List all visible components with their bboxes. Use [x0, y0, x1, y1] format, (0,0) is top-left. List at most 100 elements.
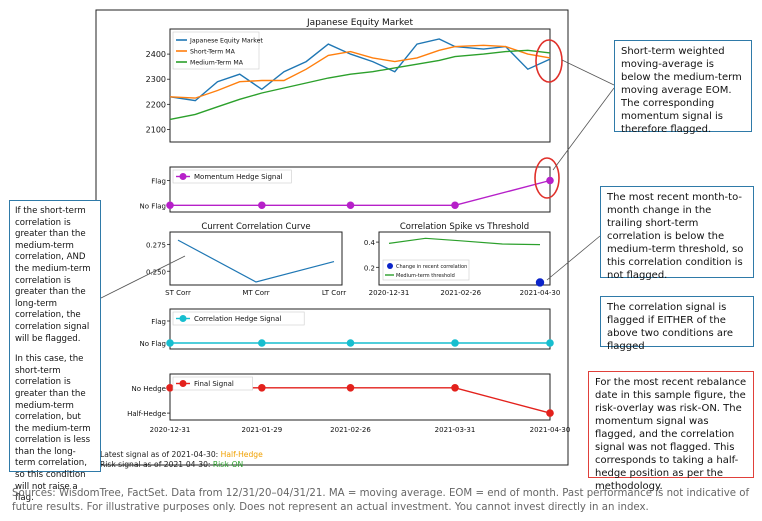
final-signal-axes-frame	[169, 373, 551, 421]
spike-callout-text: The most recent month-to-month change in…	[607, 192, 744, 281]
correlation-signal-marker	[346, 339, 355, 347]
final-signal-y-tick-label: No Hedge	[131, 385, 166, 393]
final-signal-panel: Half-Hedge No Hedge Final Signal 2020-12-31…	[127, 373, 571, 434]
figure-frame	[95, 9, 569, 466]
momentum-marker	[258, 201, 266, 210]
final-signal-legend-label: Final Signal	[194, 380, 234, 388]
spike-title: Correlation Spike vs Threshold	[400, 222, 529, 232]
correlation-signal-legend: Correlation Hedge Signal	[172, 311, 305, 326]
equity-legend-label: Medium-Term MA	[190, 60, 244, 67]
final-signal-legend-box	[172, 376, 253, 391]
momentum-y-tick-label: No Flag	[140, 202, 166, 210]
momentum-legend-swatch-marker	[179, 173, 187, 180]
equity-y-tick-label: 2400	[146, 50, 166, 59]
spike-change-point	[535, 278, 545, 287]
final-signal-marker	[258, 384, 266, 392]
highlight-circle-momentum	[534, 157, 560, 199]
final-callout: For the most recent rebalance date in th…	[588, 371, 754, 492]
correlation-signal-panel: No Flag Flag Correlation Hedge Signal	[140, 308, 554, 350]
equity-axes-frame	[169, 28, 551, 143]
correlation-signal-legend-label: Correlation Hedge Signal	[194, 315, 281, 323]
correlation-signal-y-tick-label: Flag	[151, 318, 166, 326]
spike-y-tick-label: 0.4	[364, 239, 376, 247]
equity-legend-label: Short-Term MA	[190, 49, 236, 56]
corr-curve-axes-frame	[169, 231, 343, 286]
correlation-signal-marker	[546, 339, 554, 347]
spike-y-tick-label: 0.2	[364, 264, 375, 272]
equity-legend: Japanese Equity Market Short-Term MA Mediu…	[172, 31, 263, 70]
equity-panel: Japanese Equity Market 2100 2200 2300 2400 Ja…	[146, 18, 551, 143]
final-x-tick-label: 2021-04-30	[530, 426, 571, 434]
corr-curve-x-tick-label: LT Corr	[322, 289, 346, 297]
spike-x-tick-label: 2020-12-31	[369, 289, 410, 297]
either-callout-text: The correlation signal is flagged if EIT…	[607, 302, 734, 352]
final-callout-text: For the most recent rebalance date in th…	[595, 377, 747, 492]
highlight-circle-equity	[535, 39, 563, 83]
momentum-panel: No Flag Flag Momentum Hedge Signal	[140, 166, 554, 213]
spike-legend: Change in recent correlation Medium-term …	[382, 259, 470, 281]
final-x-tick-label: 2021-03-31	[435, 426, 476, 434]
final-x-tick-label: 2020-12-31	[150, 426, 191, 434]
correlation-signal-marker	[451, 339, 459, 347]
correlation-signal-legend-box	[172, 311, 305, 326]
annotation-layer	[100, 39, 615, 299]
either-callout: The correlation signal is flagged if EIT…	[600, 296, 754, 352]
correlation-signal-axes-frame	[169, 308, 551, 350]
spike-legend-box	[382, 259, 470, 281]
sources-footnote: Sources: WisdomTree, FactSet. Data from …	[12, 488, 750, 513]
momentum-legend-label: Momentum Hedge Signal	[194, 173, 283, 181]
corr-curve-x-tick-label: MT Corr	[242, 289, 269, 297]
momentum-legend: Momentum Hedge Signal	[172, 169, 292, 184]
chart-panels: Japanese Equity Market 2100 2200 2300 2400 Ja…	[127, 18, 570, 434]
leader-line-correlation-rule	[100, 255, 186, 299]
latest-signal-line: Latest signal as of 2021-04-30: Half-Hed…	[100, 450, 263, 460]
equity-y-tick-label: 2200	[146, 100, 166, 109]
momentum-marker	[451, 201, 459, 210]
corr-curve-x-tick-label: ST Corr	[165, 289, 191, 297]
risk-signal-line: Risk signal as of 2021-04-30: Risk-ON	[100, 460, 263, 470]
momentum-axes-frame	[169, 166, 551, 213]
corr-curve-line	[177, 239, 335, 283]
spike-axes-frame	[378, 231, 551, 286]
final-x-tick-label: 2021-02-26	[330, 426, 371, 434]
correlation-case-text: In this case, the short-term correlation…	[15, 354, 91, 504]
risk-signal-value: Risk-ON	[212, 460, 244, 469]
corr-curve-title: Current Correlation Curve	[201, 222, 310, 232]
equity-legend-box	[172, 31, 260, 70]
momentum-marker	[346, 201, 355, 210]
equity-legend-label: Japanese Equity Market	[189, 38, 263, 45]
final-x-tick-label: 2021-01-29	[241, 426, 282, 434]
momentum-legend-box	[172, 169, 292, 184]
signal-status: Latest signal as of 2021-04-30: Half-Hed…	[100, 450, 263, 470]
correlation-signal-y-tick-label: No Flag	[140, 340, 166, 348]
spike-x-tick-label: 2021-02-26	[440, 289, 481, 297]
spike-legend-label: Change in recent correlation	[396, 264, 467, 270]
latest-signal-label: Latest signal as of 2021-04-30:	[100, 450, 221, 459]
equity-series-line	[169, 44, 551, 99]
latest-signal-value: Half-Hedge	[220, 450, 263, 459]
correlation-rule-callout: If the short-term correlation is greater…	[9, 200, 101, 503]
momentum-callout: Short-term weighted moving-average is be…	[614, 40, 752, 135]
correlation-signal-marker	[258, 339, 266, 347]
corr-curve-y-tick-label: 0.275	[146, 241, 166, 249]
equity-y-tick-label: 2100	[146, 125, 166, 134]
momentum-marker	[546, 176, 554, 185]
final-signal-marker	[451, 384, 459, 392]
final-signal-marker	[166, 384, 174, 392]
momentum-y-tick-label: Flag	[151, 178, 166, 186]
final-signal-marker	[546, 409, 554, 417]
equity-series-line	[169, 38, 551, 102]
spike-panel: Correlation Spike vs Threshold 0.2 0.4 2020…	[364, 222, 560, 297]
risk-signal-label: Risk signal as of 2021-04-30:	[100, 460, 213, 469]
final-signal-y-tick-label: Half-Hedge	[127, 410, 166, 418]
final-signal-legend: Final Signal	[172, 376, 253, 391]
spike-x-tick-label: 2021-04-30	[520, 289, 561, 297]
correlation-rule-text: If the short-term correlation is greater…	[15, 206, 91, 344]
spike-callout: The most recent month-to-month change in…	[600, 186, 754, 281]
leader-line-momentum-signal	[552, 87, 615, 171]
momentum-marker	[166, 201, 174, 210]
corr-curve-panel: Current Correlation Curve 0.250 0.275 ST Co…	[146, 222, 346, 297]
spike-legend-label: Medium-term threshold	[396, 273, 455, 279]
leader-line-momentum-equity	[561, 59, 615, 86]
